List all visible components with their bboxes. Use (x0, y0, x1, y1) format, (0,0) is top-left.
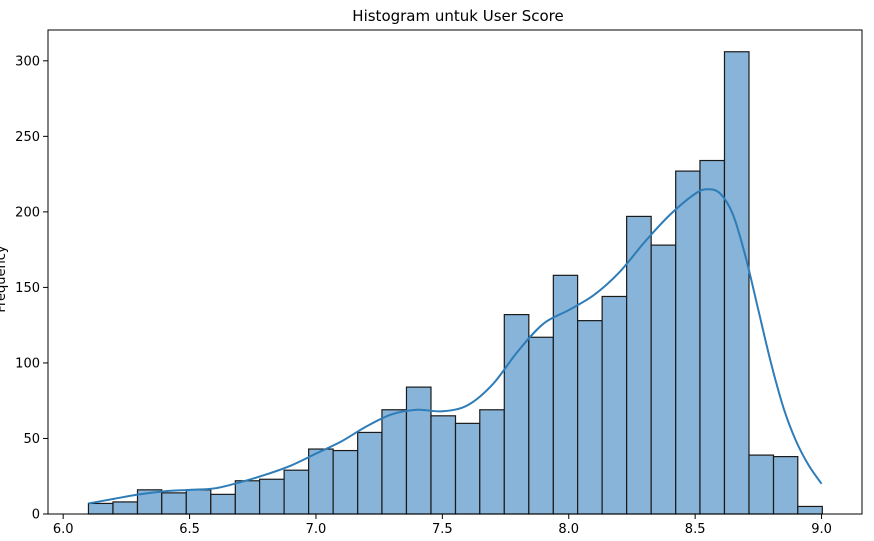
histogram-bar (699, 159, 726, 515)
histogram-bar (479, 409, 505, 515)
y-axis-ticks: 0 50 100 150 200 250 300 (15, 54, 48, 523)
x-tick-label: 7.0 (306, 522, 327, 537)
y-tick-label: 100 (15, 356, 40, 371)
histogram-bar (332, 449, 359, 515)
histogram-bar (234, 480, 261, 515)
kde-curve (88, 188, 823, 505)
bars-group (87, 51, 823, 515)
histogram-bar (650, 244, 677, 515)
x-tick-label: 8.0 (558, 522, 579, 537)
y-axis-label: Frequency (0, 245, 9, 312)
plot-frame (47, 29, 863, 515)
y-tick-label: 150 (15, 281, 40, 296)
x-tick-label: 6.5 (179, 522, 200, 537)
histogram-bar (381, 409, 408, 515)
x-axis-ticks: 6.0 6.5 7.0 7.5 8.0 8.5 9.0 (53, 514, 832, 537)
histogram-bar (185, 489, 212, 515)
histogram-bar (797, 505, 823, 515)
y-tick-label: 250 (15, 130, 40, 145)
histogram-bar (405, 386, 432, 515)
histogram-bar (601, 295, 628, 515)
y-tick-label: 300 (15, 54, 40, 69)
x-tick-label: 9.0 (811, 522, 832, 537)
histogram-bar (748, 454, 775, 515)
histogram-bar (528, 336, 554, 515)
y-tick-label: 50 (23, 432, 40, 447)
histogram-bar (772, 455, 799, 515)
histogram-bar (308, 448, 334, 515)
histogram-bar (454, 422, 481, 515)
histogram-bar (503, 313, 530, 515)
x-tick-label: 8.5 (685, 522, 706, 537)
histogram-bar (723, 51, 750, 515)
x-tick-label: 6.0 (53, 522, 74, 537)
histogram-bar (112, 501, 139, 515)
histogram-bar (577, 320, 603, 515)
histogram-bar (430, 415, 457, 515)
x-tick-label: 7.5 (432, 522, 453, 537)
y-tick-label: 0 (32, 508, 40, 523)
histogram-bar (675, 170, 701, 515)
histogram-bar (161, 492, 187, 515)
histogram-bar (283, 469, 310, 515)
histogram-bar (258, 478, 285, 515)
histogram-bar (357, 431, 383, 515)
y-tick-label: 200 (15, 205, 40, 220)
histogram-bar (210, 493, 236, 515)
chart-title: Histogram untuk User Score (352, 7, 563, 25)
histogram-bar (87, 502, 114, 515)
